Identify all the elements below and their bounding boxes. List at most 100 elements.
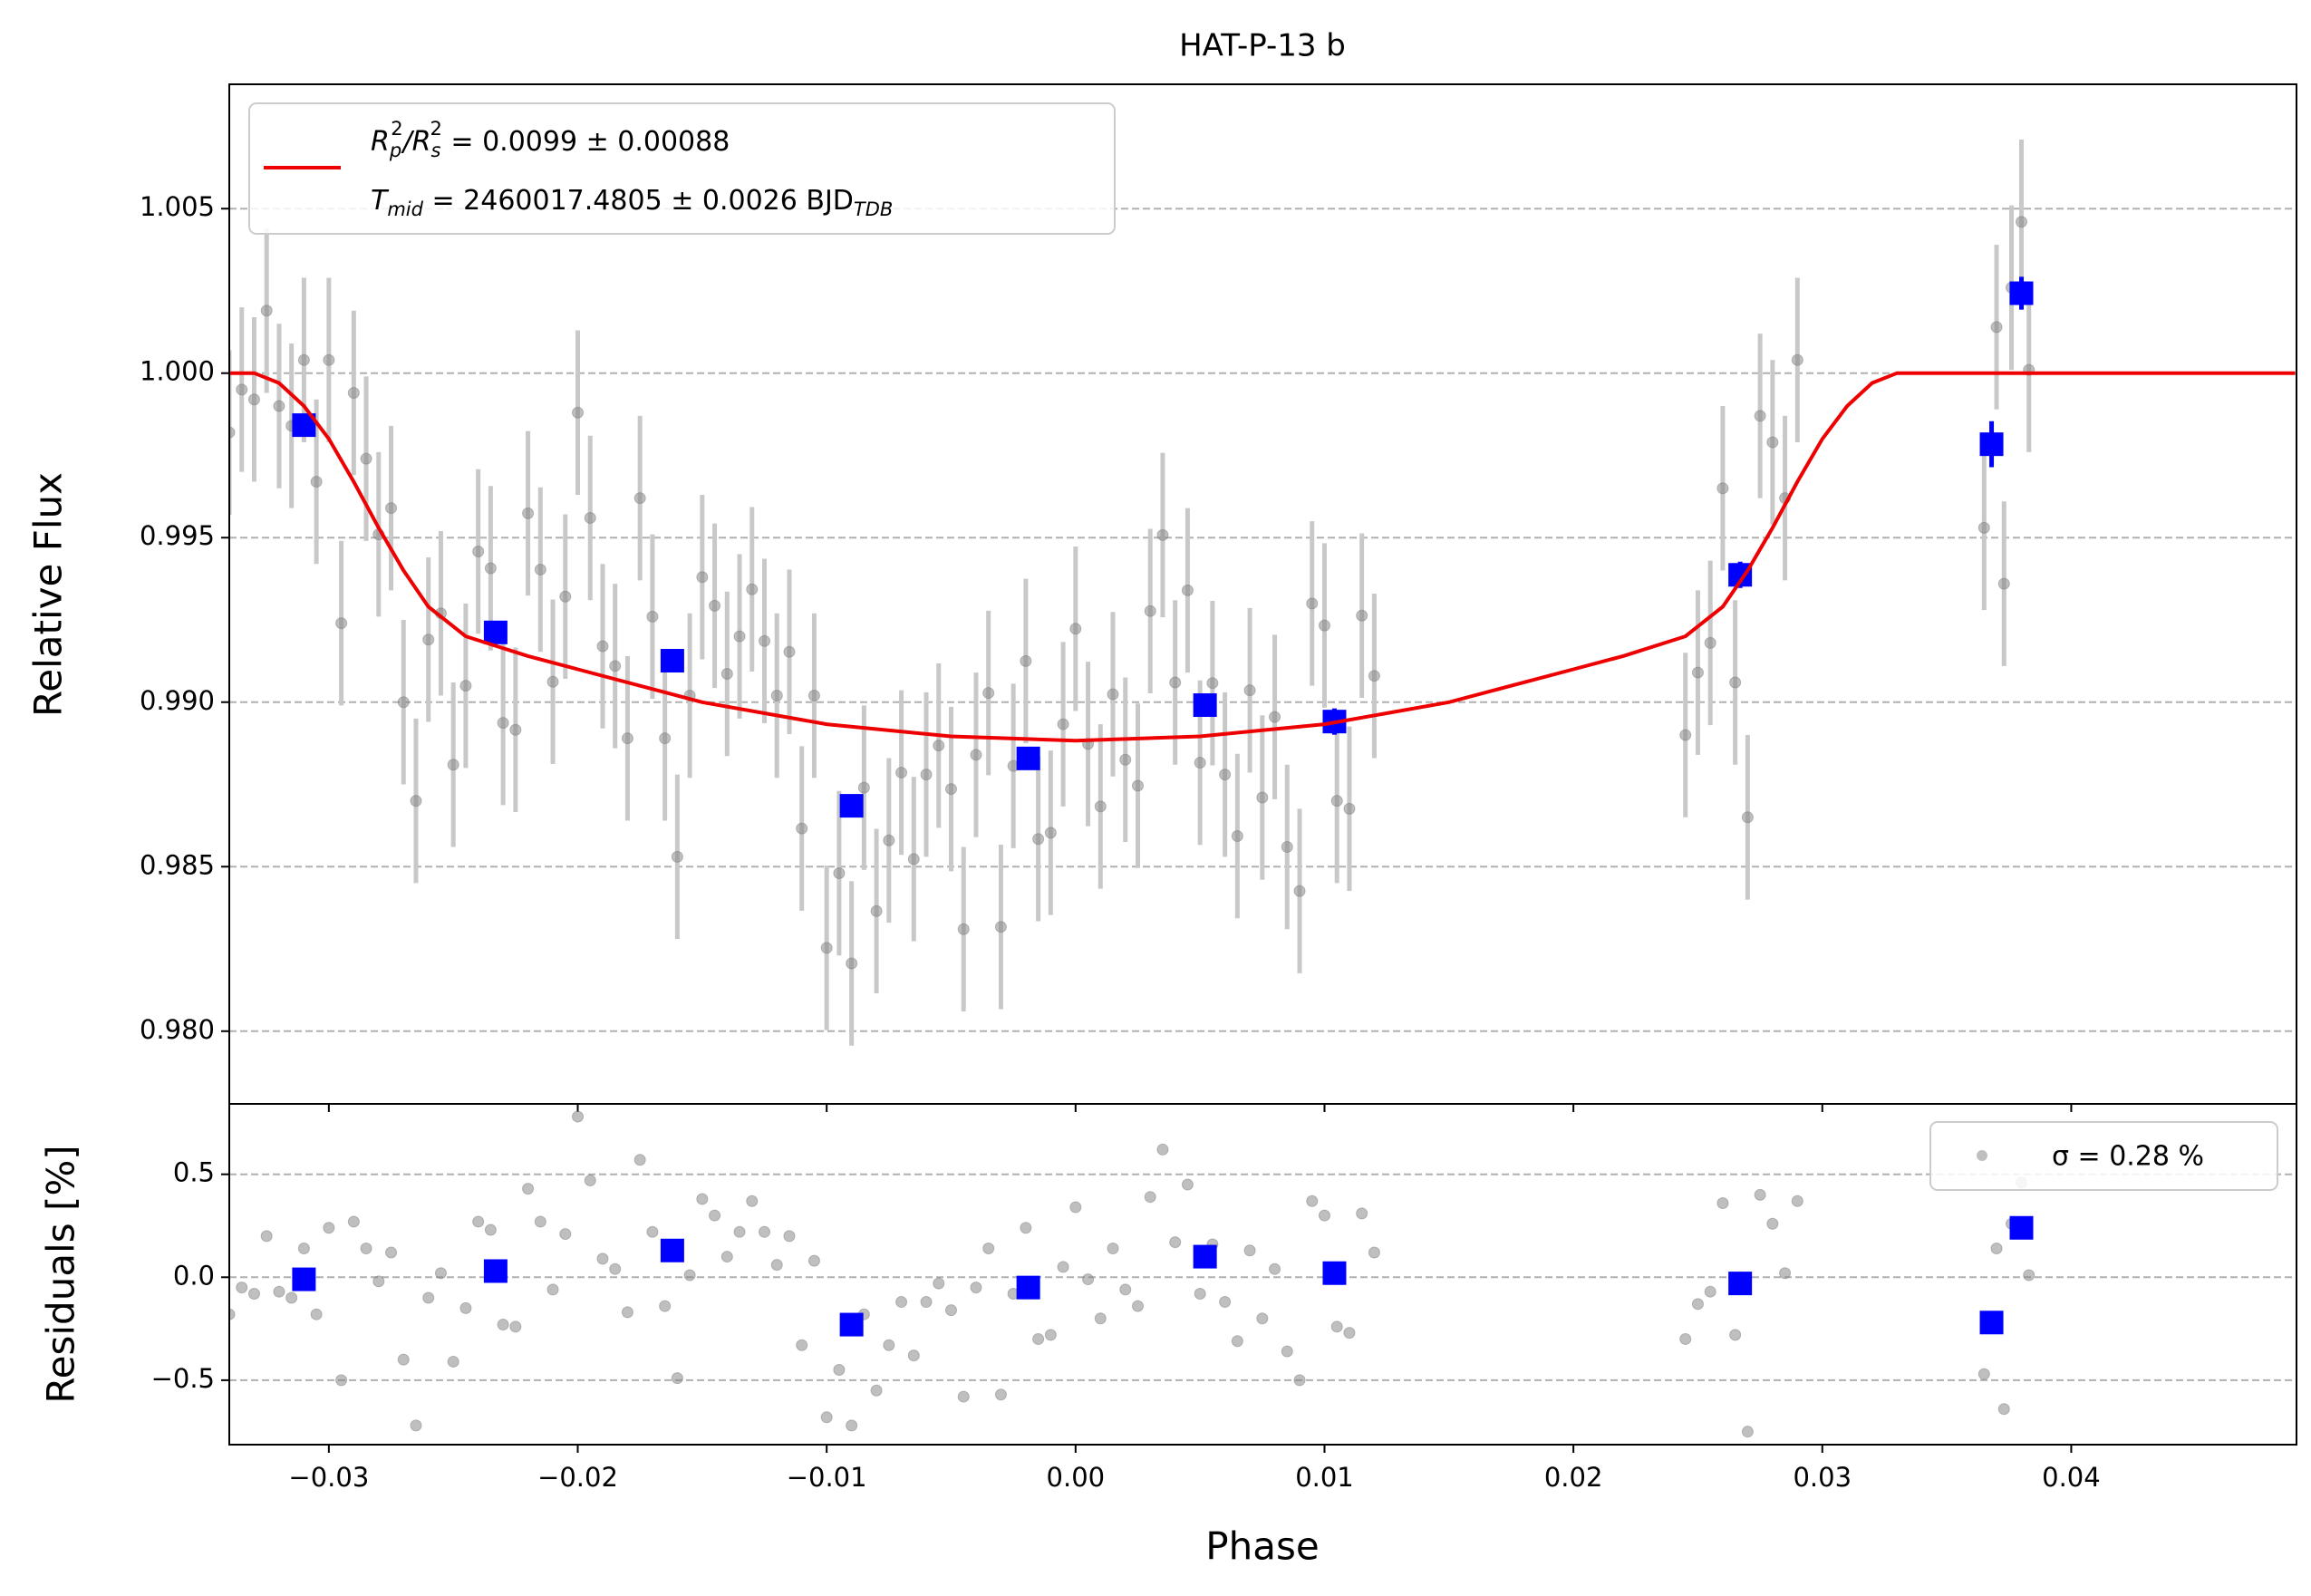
data-point	[857, 781, 870, 794]
legend-text: Rp2/Rs2 = 0.0099 ± 0.00088	[371, 118, 730, 161]
binned-point	[2009, 1215, 2034, 1240]
model-line	[229, 371, 2296, 743]
x-tick-label: −0.02	[537, 1462, 618, 1493]
data-point	[410, 795, 422, 808]
data-point	[310, 1308, 323, 1320]
data-point	[720, 1251, 733, 1263]
legend-text: σ = 0.28 %	[2052, 1141, 2204, 1173]
data-point	[447, 1355, 459, 1368]
binned-point	[660, 1238, 684, 1262]
data-point	[236, 383, 248, 396]
legend-box	[1929, 1121, 2278, 1191]
binned-point	[1979, 432, 2004, 457]
data-point	[260, 305, 273, 317]
legend-part: R	[371, 126, 390, 158]
data-point	[820, 942, 833, 954]
plot-area	[229, 1110, 2035, 1438]
data-point	[1107, 688, 1119, 701]
data-point	[920, 1296, 933, 1309]
data-point	[509, 1320, 522, 1333]
data-point	[1306, 597, 1319, 610]
data-point	[347, 387, 360, 400]
data-point	[1194, 1287, 1206, 1300]
data-point	[907, 1349, 920, 1362]
x-axis-label: Phase	[1205, 1524, 1319, 1569]
x-tick-label: 0.04	[2042, 1462, 2101, 1493]
data-point	[1356, 609, 1368, 622]
data-point	[323, 353, 335, 366]
data-point	[746, 1195, 759, 1207]
data-point	[1766, 436, 1779, 449]
x-tick-label: −0.03	[288, 1462, 369, 1493]
data-point	[1716, 1197, 1729, 1210]
data-point	[720, 668, 733, 681]
data-point	[933, 740, 945, 752]
legend-marker	[1977, 1150, 1987, 1161]
data-point	[1977, 1368, 1990, 1380]
data-point	[522, 507, 535, 519]
data-point	[459, 1301, 472, 1314]
data-point	[596, 1253, 609, 1265]
data-point	[1219, 1296, 1232, 1309]
data-point	[422, 1291, 435, 1304]
data-point	[671, 1372, 683, 1385]
x-tick-label: −0.01	[787, 1462, 867, 1493]
data-point	[347, 1215, 360, 1228]
legend-part: TDB	[854, 198, 893, 220]
data-point	[994, 1388, 1007, 1401]
data-point	[1281, 1345, 1293, 1358]
data-point	[1691, 666, 1704, 679]
data-point	[1020, 654, 1032, 667]
data-point	[1057, 1261, 1069, 1273]
binned-point	[2009, 281, 2034, 305]
data-point	[633, 1154, 646, 1166]
data-point	[1020, 1222, 1032, 1234]
data-point	[1368, 670, 1380, 682]
data-point	[1356, 1207, 1368, 1220]
data-point	[247, 1287, 260, 1300]
y-tick-label: 1.000	[140, 356, 215, 387]
data-point	[385, 1246, 398, 1259]
data-point	[1169, 676, 1182, 689]
data-point	[759, 1225, 771, 1238]
data-point	[1243, 1244, 1256, 1257]
data-point	[833, 1364, 846, 1377]
data-point	[1219, 769, 1232, 781]
data-point	[833, 867, 846, 880]
data-point	[683, 1269, 696, 1282]
data-point	[522, 1183, 535, 1195]
data-point	[534, 1215, 546, 1228]
y-axis-label: Residuals [%]	[39, 1145, 83, 1403]
data-point	[659, 732, 672, 745]
data-point	[247, 393, 260, 406]
data-point	[385, 502, 398, 515]
data-point	[297, 353, 310, 366]
data-point	[509, 723, 522, 736]
data-point	[1181, 1178, 1194, 1191]
data-point	[770, 689, 783, 701]
data-point	[1679, 729, 1692, 741]
data-point	[796, 822, 808, 835]
data-point	[646, 610, 659, 623]
data-point	[534, 563, 546, 576]
data-point	[957, 1390, 970, 1403]
binned-point	[660, 649, 684, 673]
y-tick-label: −0.5	[151, 1363, 215, 1394]
data-point	[1069, 1201, 1082, 1214]
binned-point	[292, 1267, 316, 1291]
binned-point	[1322, 1261, 1347, 1285]
legend-text: Tmid = 2460017.4805 ± 0.0026 BJDTDB	[371, 185, 893, 221]
binned-point	[839, 794, 864, 818]
data-point	[1791, 353, 1803, 366]
data-point	[621, 732, 633, 745]
data-point	[759, 634, 771, 647]
binned-point	[839, 1312, 864, 1337]
data-point	[957, 923, 970, 935]
data-point	[1990, 321, 2003, 334]
legend-part: 2	[391, 118, 402, 140]
data-point	[559, 1228, 572, 1241]
binned-point	[483, 620, 508, 644]
data-point	[870, 904, 883, 917]
data-point	[1169, 1236, 1182, 1249]
data-point	[746, 583, 759, 595]
